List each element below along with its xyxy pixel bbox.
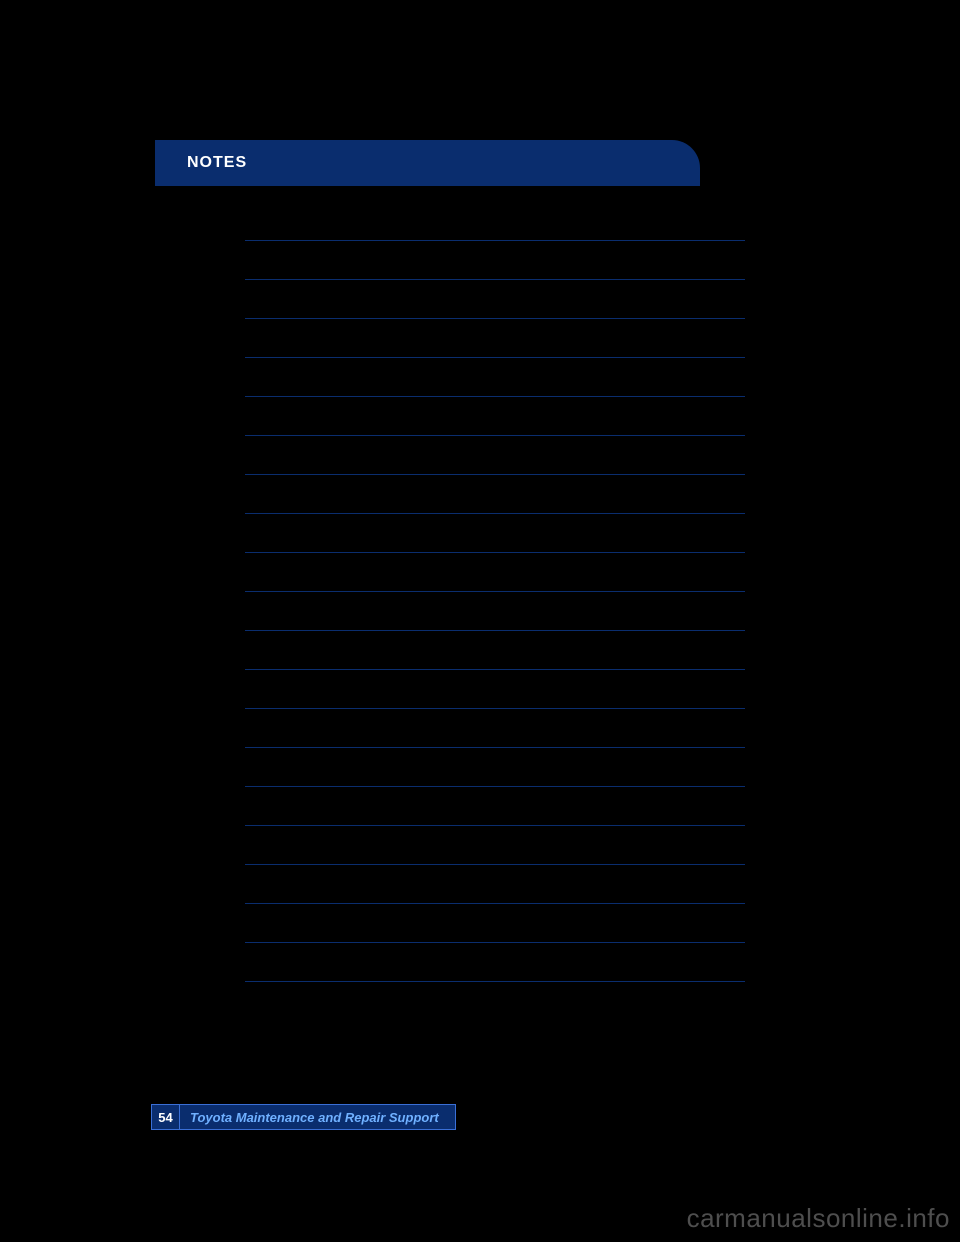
note-line <box>245 396 745 397</box>
notes-ruled-lines <box>245 240 745 1020</box>
note-line <box>245 552 745 553</box>
note-line <box>245 630 745 631</box>
note-line <box>245 591 745 592</box>
note-line <box>245 708 745 709</box>
section-title: NOTES <box>187 154 247 172</box>
watermark-text: carmanualsonline.info <box>687 1203 950 1234</box>
manual-page: NOTES 54 Toyota Maintenance and Repair S… <box>155 110 815 1130</box>
note-line <box>245 669 745 670</box>
note-line <box>245 981 745 982</box>
note-line <box>245 825 745 826</box>
note-line <box>245 318 745 319</box>
page-number-box: 54 <box>152 1105 180 1129</box>
note-line <box>245 435 745 436</box>
section-header-tab: NOTES <box>155 140 700 186</box>
note-line <box>245 864 745 865</box>
note-line <box>245 942 745 943</box>
note-line <box>245 279 745 280</box>
note-line <box>245 747 745 748</box>
page-number: 54 <box>158 1110 172 1125</box>
note-line <box>245 513 745 514</box>
footer-text: Toyota Maintenance and Repair Support <box>190 1110 439 1125</box>
note-line <box>245 474 745 475</box>
note-line <box>245 903 745 904</box>
note-line <box>245 786 745 787</box>
note-line <box>245 357 745 358</box>
note-line <box>245 240 745 241</box>
footer-bar: 54 Toyota Maintenance and Repair Support <box>151 1104 456 1130</box>
